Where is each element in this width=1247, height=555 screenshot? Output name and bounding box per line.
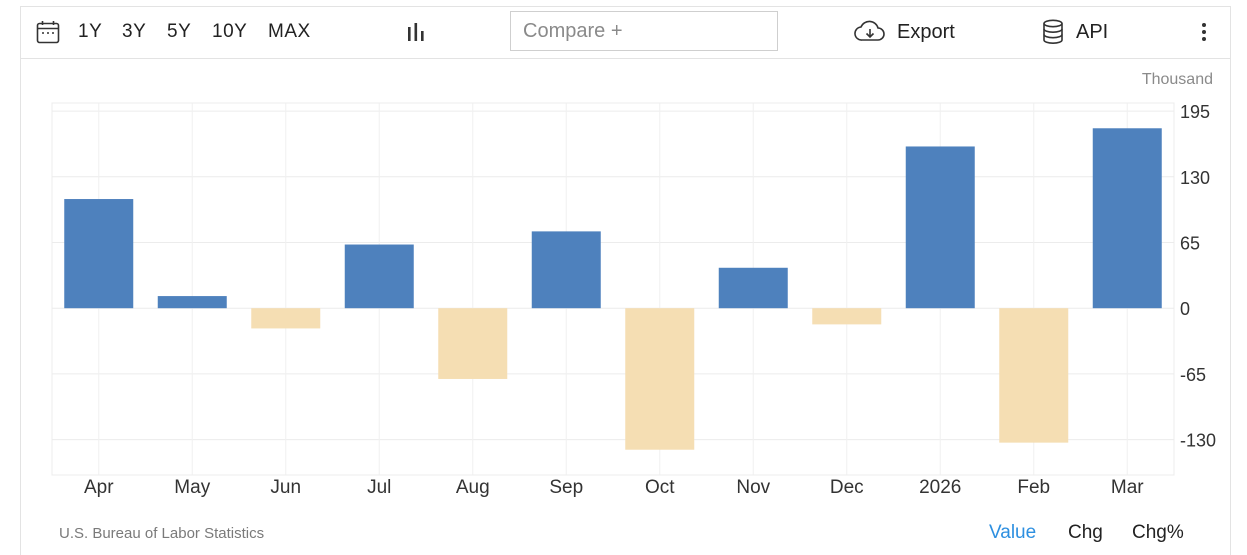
- bar-oct[interactable]: [625, 308, 695, 450]
- x-tick-label: Mar: [1111, 477, 1144, 498]
- bar-sep[interactable]: [531, 231, 601, 309]
- x-tick-label: 2026: [919, 477, 961, 498]
- bar-jun[interactable]: [251, 308, 321, 329]
- unit-label: Thousand: [1141, 71, 1213, 88]
- database-icon: [1042, 19, 1064, 45]
- chg-mode-button[interactable]: Chg: [1068, 522, 1103, 543]
- bar-feb[interactable]: [999, 308, 1069, 443]
- x-tick-label: Dec: [830, 477, 864, 498]
- bar-chart-icon[interactable]: [406, 6, 426, 58]
- x-tick-label: Nov: [736, 477, 770, 498]
- y-tick-label: -130: [1180, 431, 1216, 451]
- plot-area: [51, 102, 1175, 476]
- api-button[interactable]: API: [1042, 6, 1108, 58]
- api-label: API: [1076, 20, 1109, 43]
- more-options-icon[interactable]: [1201, 6, 1207, 58]
- range-10y-button[interactable]: 10Y: [212, 21, 248, 42]
- source-label: U.S. Bureau of Labor Statistics: [59, 525, 265, 542]
- y-tick-label: 195: [1180, 102, 1210, 122]
- y-tick-label: -65: [1180, 365, 1206, 385]
- x-tick-label: Jul: [367, 477, 391, 498]
- range-max-button[interactable]: MAX: [268, 21, 311, 42]
- x-tick-label: Oct: [645, 477, 675, 498]
- x-tick-label: Apr: [84, 477, 114, 498]
- bar-apr[interactable]: [64, 199, 134, 309]
- x-tick-label: Sep: [549, 477, 583, 498]
- x-tick-label: Jun: [270, 477, 301, 498]
- export-button[interactable]: Export: [854, 6, 955, 58]
- x-tick-label: Feb: [1017, 477, 1050, 498]
- range-5y-button[interactable]: 5Y: [167, 21, 192, 42]
- bar-may[interactable]: [157, 296, 227, 309]
- export-label: Export: [897, 20, 955, 43]
- range-1y-button[interactable]: 1Y: [78, 21, 103, 42]
- value-mode-button[interactable]: Value: [989, 522, 1037, 543]
- y-tick-label: 130: [1180, 168, 1210, 188]
- chart-widget-frame: [20, 6, 1231, 555]
- bar-2026[interactable]: [905, 146, 975, 309]
- bar-nov[interactable]: [718, 267, 788, 309]
- bar-dec[interactable]: [812, 308, 882, 325]
- bar-mar[interactable]: [1092, 128, 1162, 309]
- x-tick-label: May: [174, 477, 210, 498]
- bar-aug[interactable]: [438, 308, 508, 379]
- calendar-icon[interactable]: [36, 6, 60, 58]
- compare-input[interactable]: Compare +: [510, 11, 778, 51]
- bar-jul[interactable]: [344, 244, 414, 309]
- cloud-download-icon: [854, 20, 886, 44]
- range-3y-button[interactable]: 3Y: [122, 21, 147, 42]
- x-tick-label: Aug: [456, 477, 490, 498]
- y-tick-label: 65: [1180, 234, 1200, 254]
- chart-toolbar: 1Y 3Y 5Y 10Y MAX Compare + Export: [20, 6, 1231, 59]
- chg-pct-mode-button[interactable]: Chg%: [1132, 522, 1184, 543]
- y-tick-label: 0: [1180, 299, 1190, 319]
